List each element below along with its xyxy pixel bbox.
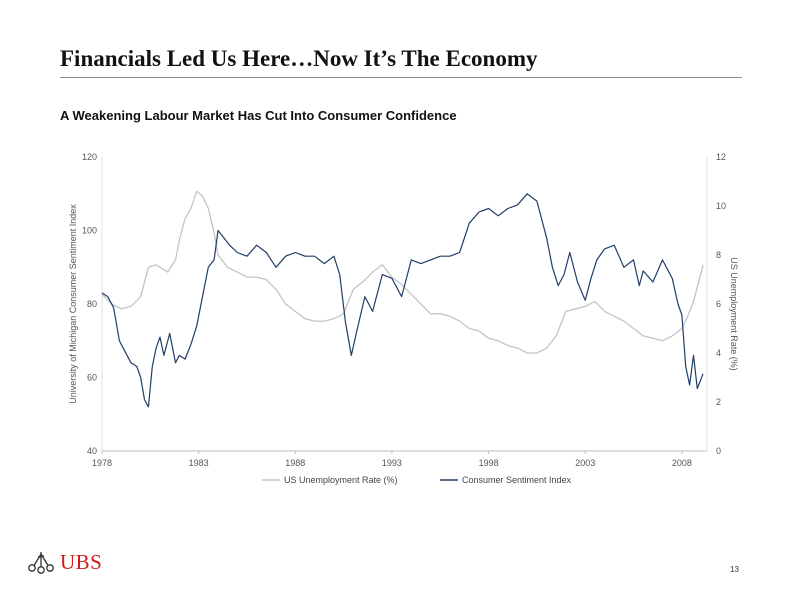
left-axis-tick-label: 40 — [87, 446, 97, 456]
x-axis-tick-label: 2008 — [672, 458, 692, 468]
x-axis-tick-label: 1983 — [189, 458, 209, 468]
x-axis-tick-label: 1988 — [285, 458, 305, 468]
consumer-sentiment-line — [101, 193, 704, 408]
ubs-logo-text: UBS — [60, 549, 103, 574]
unemployment-rate-line — [101, 190, 704, 354]
right-axis-tick-label: 8 — [716, 250, 721, 260]
right-axis-tick-label: 12 — [716, 152, 726, 162]
x-axis-tick-label: 1993 — [382, 458, 402, 468]
left-axis-tick-label: 100 — [82, 226, 97, 236]
right-axis-tick-label: 2 — [716, 397, 721, 407]
chart-subtitle: A Weakening Labour Market Has Cut Into C… — [60, 108, 457, 123]
legend-unemployment-label: US Unemployment Rate (%) — [284, 475, 398, 485]
chart-series — [101, 190, 704, 408]
right-axis-title: US Unemployment Rate (%) — [729, 257, 739, 371]
ubs-logo: UBS — [26, 548, 102, 576]
chart-labels: 120 100 80 60 40 12 10 8 6 4 2 0 1978 1983 1988 1993 199… — [68, 152, 739, 485]
left-axis-title: University of Michigan Consumer Sentimen… — [68, 204, 78, 404]
left-axis-tick-label: 60 — [87, 373, 97, 383]
slide-title: Financials Led Us Here…Now It’s The Econ… — [60, 46, 538, 71]
right-axis-tick-label: 0 — [716, 446, 721, 456]
title-divider — [60, 77, 742, 78]
x-axis-tick-label: 1998 — [479, 458, 499, 468]
left-axis-tick-label: 120 — [82, 152, 97, 162]
x-axis-tick-label: 1978 — [92, 458, 112, 468]
three-keys-icon — [28, 552, 54, 574]
right-axis-tick-label: 6 — [716, 299, 721, 309]
right-axis-tick-label: 10 — [716, 201, 726, 211]
left-axis-tick-label: 80 — [87, 299, 97, 309]
right-axis-tick-label: 4 — [716, 348, 721, 358]
chart-axes — [101, 157, 708, 454]
x-axis-tick-label: 2003 — [575, 458, 595, 468]
page-number: 13 — [730, 565, 739, 574]
legend-sentiment-label: Consumer Sentiment Index — [462, 475, 572, 485]
